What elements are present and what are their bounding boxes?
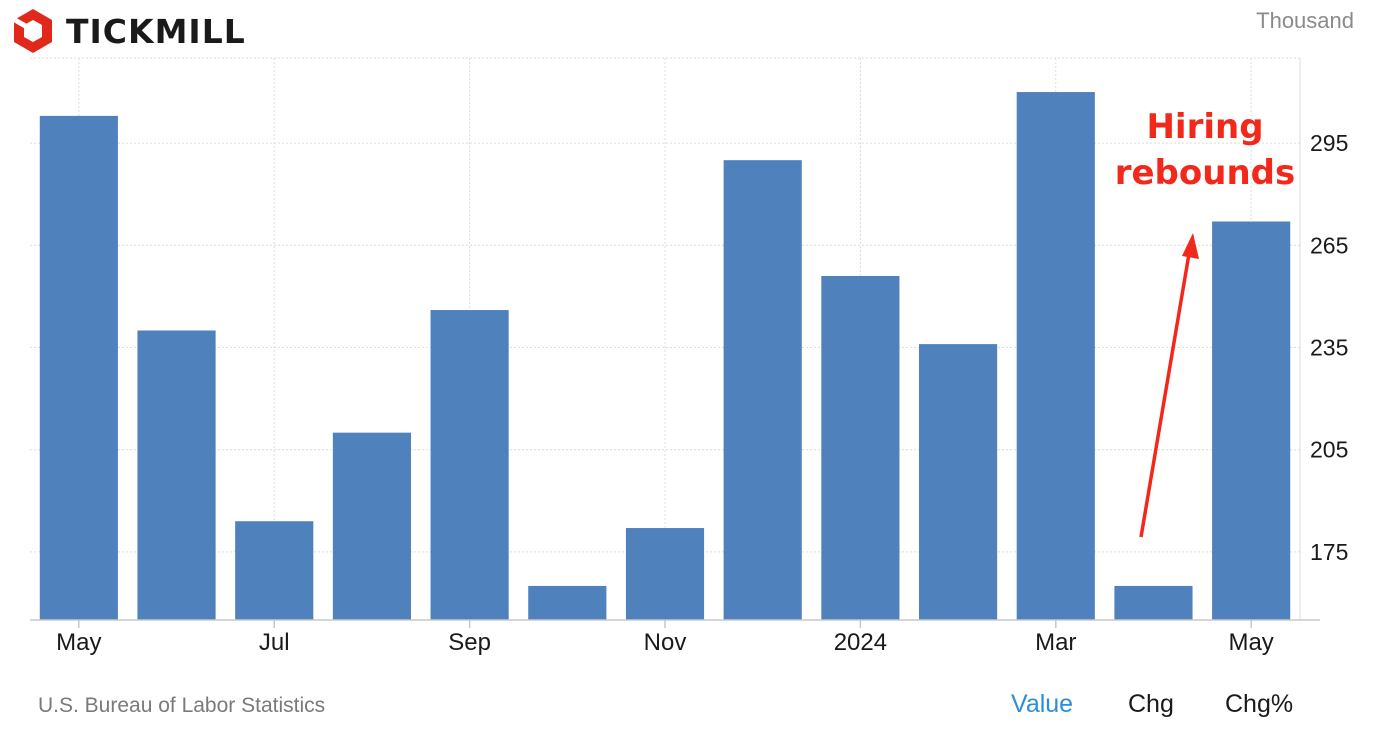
x-tick-label: Nov [644,629,687,656]
arrow-shaft [1139,247,1192,538]
y-tick-label: 175 [1310,539,1348,565]
brand-name: TICKMILL [66,11,246,51]
y-tick-label: 295 [1310,130,1348,156]
y-tick-label: 265 [1310,232,1348,258]
bar-jul-2[interactable] [235,521,314,620]
arrow-head [1182,233,1199,259]
bar-jun-1[interactable] [137,330,216,620]
y-tick-label: 235 [1310,335,1348,361]
value-toggle[interactable]: Value [1011,690,1074,718]
x-tick-label: May [56,629,101,656]
bar-feb-9[interactable] [919,344,998,620]
change-toggle[interactable]: Chg [1128,690,1174,718]
bar-may-0[interactable] [39,115,118,621]
annotation-arrow [1139,233,1199,538]
annotation-text: Hiring rebounds [1114,107,1296,193]
unit-label: Thousand [1256,8,1354,33]
bar-mar-10[interactable] [1016,92,1095,620]
source-credit: U.S. Bureau of Labor Statistics [38,694,326,717]
bar-oct-5[interactable] [528,585,607,620]
x-tick-label: Sep [448,629,491,656]
tickmill-logo-icon [12,9,52,53]
change-percent-toggle[interactable]: Chg% [1225,690,1294,718]
x-tick-label: May [1228,629,1273,656]
x-tick-label: Jul [259,629,290,656]
bar-dec-7[interactable] [723,160,802,620]
x-tick-label: 2024 [834,629,887,656]
axes: 175 205 235 265 295 May Jul Sep Nov 2024 Mar May [30,130,1348,656]
bar-nov-6[interactable] [625,528,705,620]
bar-sep-4[interactable] [430,310,509,620]
y-tick-label: 205 [1310,437,1348,463]
bar-aug-3[interactable] [332,432,411,620]
bar-2024-8[interactable] [821,275,900,620]
bars [39,92,1291,621]
x-tick-label: Mar [1035,629,1076,656]
brand-logo: TICKMILL [12,7,246,55]
bar-apr-11[interactable] [1114,585,1193,620]
bar-may-12[interactable] [1212,221,1291,620]
